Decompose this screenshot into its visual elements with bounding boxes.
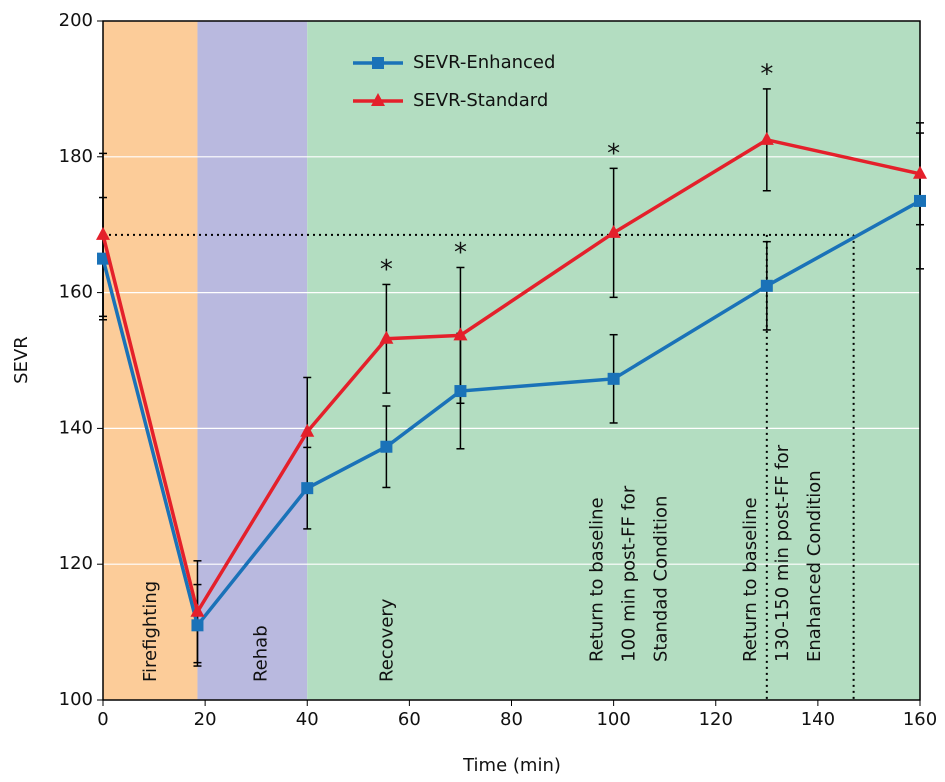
point — [190, 603, 205, 617]
point — [380, 440, 393, 453]
point — [606, 224, 621, 238]
point — [300, 423, 315, 437]
significance-marker: * — [454, 238, 467, 268]
point — [914, 194, 926, 207]
legend-marker — [372, 57, 384, 69]
y-tick-label: 100 — [59, 689, 93, 710]
point — [96, 226, 110, 240]
point — [607, 372, 620, 385]
x-tick-label: 140 — [801, 709, 835, 730]
significance-marker: * — [380, 255, 393, 285]
x-tick-label: 120 — [699, 709, 733, 730]
annotation: 100 min post-FF for — [619, 485, 640, 662]
y-tick-label: 160 — [59, 282, 93, 303]
annotation: Standad Condition — [651, 496, 672, 662]
x-tick-label: 60 — [398, 709, 421, 730]
x-axis-label: Time (min) — [462, 755, 561, 776]
annotation: Enahanced Condition — [804, 470, 825, 662]
point — [454, 385, 467, 398]
significance-marker: * — [607, 139, 620, 169]
point — [301, 482, 314, 495]
point — [379, 330, 394, 344]
region — [197, 21, 308, 700]
plot-frame — [102, 20, 921, 701]
point — [760, 279, 773, 292]
annotation: Return to baseline — [740, 497, 761, 662]
legend-label: SEVR-Standard — [413, 90, 548, 111]
y-tick-label: 180 — [59, 146, 93, 167]
region — [103, 21, 198, 700]
significance-marker: * — [760, 59, 773, 89]
point — [191, 619, 204, 632]
x-tick-label: 0 — [97, 709, 108, 730]
x-tick-label: 100 — [596, 709, 630, 730]
x-tick-label: 20 — [194, 709, 217, 730]
series-line — [101, 199, 921, 630]
x-tick-label: 40 — [296, 709, 319, 730]
point — [759, 131, 774, 145]
annotation: Return to baseline — [587, 497, 608, 662]
legend-marker — [371, 93, 385, 106]
point — [453, 327, 468, 341]
y-tick-label: 200 — [59, 10, 93, 31]
y-tick-label: 120 — [59, 553, 93, 574]
annotation: 130-150 min post-FF for — [772, 444, 793, 662]
x-tick-label: 80 — [500, 709, 523, 730]
point — [97, 252, 109, 265]
point — [913, 165, 927, 179]
y-axis-label: SEVR — [11, 336, 32, 384]
region-label: Recovery — [376, 598, 397, 682]
series-line — [101, 137, 921, 617]
x-tick-label: 160 — [903, 709, 937, 730]
region-label: Rehab — [250, 625, 271, 682]
legend-label: SEVR-Enhanced — [413, 52, 555, 73]
region-label: Firefighting — [140, 581, 161, 682]
y-tick-label: 140 — [59, 417, 93, 438]
